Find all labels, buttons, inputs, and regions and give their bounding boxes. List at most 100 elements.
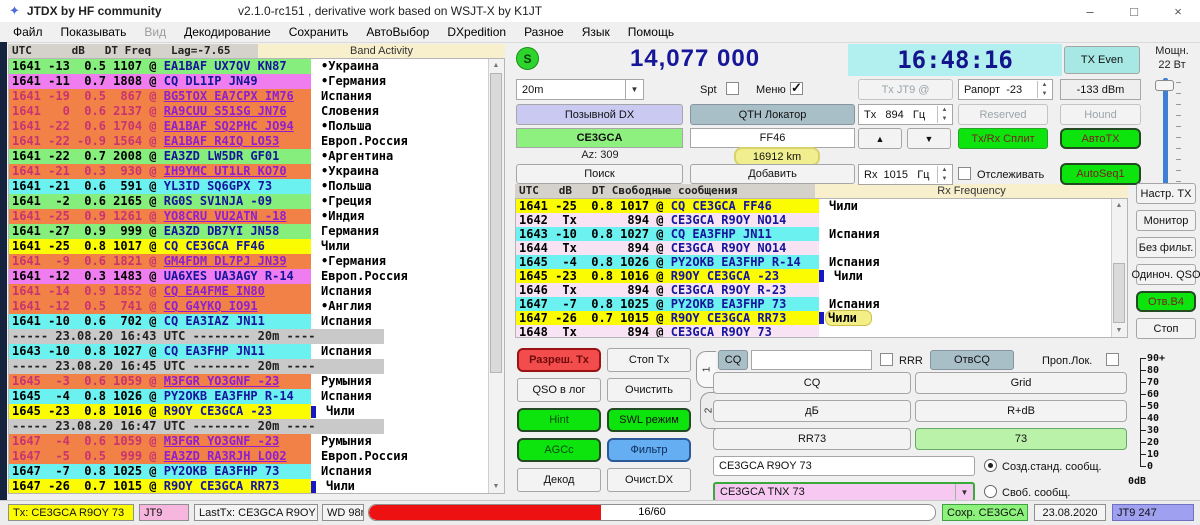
decode-message[interactable]: 1641 -25 0.8 1017 @ CQ CE3GCA FF46 bbox=[9, 239, 311, 254]
autoseq-button[interactable]: AutoSeq1 bbox=[1060, 163, 1141, 185]
freq-up-button[interactable]: ▲ bbox=[858, 128, 902, 149]
scroll-thumb[interactable] bbox=[1113, 263, 1125, 323]
tune-tx-button[interactable]: Настр. TX bbox=[1136, 183, 1196, 204]
decode-button[interactable]: Декод bbox=[517, 468, 601, 492]
decode-row[interactable]: 1641 -21 0.6 591 @ YL3ID SQ6GPX 73 •Польш… bbox=[9, 179, 504, 194]
message-db-button[interactable]: дБ bbox=[713, 400, 911, 422]
spinner-arrows-icon[interactable]: ▲ ▼ bbox=[937, 166, 951, 183]
rx-frequency-spinner[interactable]: Rx 1015 Гц ▲ ▼ bbox=[858, 164, 953, 185]
decode-row[interactable]: 1646 Tx 894 @ CE3GCA R9OY R-23 bbox=[516, 283, 1127, 297]
decode-message[interactable]: 1641 -21 0.6 591 @ YL3ID SQ6GPX 73 bbox=[9, 179, 311, 194]
decode-row[interactable]: 1641 -12 0.3 1483 @ UA6XES UA3AGY R-14 Ев… bbox=[9, 269, 504, 284]
menu-checkbox[interactable] bbox=[790, 80, 803, 96]
decode-message[interactable]: 1641 -21 0.3 930 @ IH9YMC UT1LR KO70 bbox=[9, 164, 311, 179]
add-button[interactable]: Добавить bbox=[690, 164, 855, 184]
hint-button[interactable]: Hint bbox=[517, 408, 601, 432]
decode-row[interactable]: 1641 -22 0.6 1704 @ EA1BAF SQ2PHC JO94 •П… bbox=[9, 119, 504, 134]
stop-button[interactable]: Стоп bbox=[1136, 318, 1196, 339]
rrr-checkbox[interactable] bbox=[880, 353, 893, 366]
single-qso-button[interactable]: Одиноч. QSO bbox=[1131, 264, 1200, 285]
no-filter-button[interactable]: Без фильт. bbox=[1136, 237, 1196, 258]
decode-row[interactable]: 1641 -25 0.9 1261 @ YO8CRU VU2ATN -18 •Ин… bbox=[9, 209, 504, 224]
close-button[interactable]: × bbox=[1174, 3, 1182, 19]
decode-row[interactable]: 1643 -10 0.8 1027 @ CQ EA3FHP JN11 Испани… bbox=[9, 344, 504, 359]
decode-message[interactable]: 1641 -22 0.6 1704 @ EA1BAF SQ2PHC JO94 bbox=[9, 119, 311, 134]
decode-message[interactable]: 1641 -12 0.5 741 @ CQ G4YKQ IO91 bbox=[9, 299, 311, 314]
decode-message[interactable]: 1641 -25 0.8 1017 @ CQ CE3GCA FF46 bbox=[516, 199, 819, 213]
decode-message[interactable]: 1646 Tx 894 @ CE3GCA R9OY R-23 bbox=[516, 283, 819, 297]
scroll-thumb[interactable] bbox=[490, 73, 502, 373]
decode-row[interactable]: 1645 -4 0.8 1026 @ PY2OKB EA3FHP R-14 Исп… bbox=[9, 389, 504, 404]
decode-message[interactable]: 1648 Tx 894 @ CE3GCA R9OY 73 bbox=[516, 325, 819, 337]
decode-message[interactable]: 1647 -7 0.8 1025 @ PY2OKB EA3FHP 73 bbox=[9, 464, 311, 479]
rx-frequency-scrollbar[interactable]: ▲ ▼ bbox=[1111, 199, 1127, 337]
decode-message[interactable]: 1641 -27 0.9 999 @ EA3ZD DB7YI JN58 bbox=[9, 224, 311, 239]
decode-row[interactable]: 1641 -19 0.5 867 @ BG5TOX EA7CPX IM76 Исп… bbox=[9, 89, 504, 104]
free-message-combo[interactable]: CE3GCA TNX 73 ▼ bbox=[713, 482, 975, 502]
spot-indicator-button[interactable]: S bbox=[516, 47, 539, 70]
decode-message[interactable]: 1643 -10 0.8 1027 @ CQ EA3FHP JN11 bbox=[516, 227, 819, 241]
decode-row[interactable]: 1645 -23 0.8 1016 @ R9OY CE3GCA -23 Чили bbox=[516, 269, 1127, 283]
decode-message[interactable]: 1641 -22 -0.9 1564 @ EA1BAF R4IQ LO53 bbox=[9, 134, 311, 149]
spinner-arrows-icon[interactable]: ▲ ▼ bbox=[1037, 81, 1051, 98]
power-slider-handle[interactable] bbox=[1155, 80, 1174, 91]
spinner-arrows-icon[interactable]: ▲ ▼ bbox=[937, 106, 951, 123]
decode-row[interactable]: ----- 23.08.20 16:43 UTC -------- 20m --… bbox=[9, 329, 504, 344]
minimize-button[interactable]: – bbox=[1086, 3, 1094, 19]
agcc-button[interactable]: AGCc bbox=[517, 438, 601, 462]
decode-row[interactable]: 1641 -11 0.7 1808 @ CQ DL1IP JN49 •Герман… bbox=[9, 74, 504, 89]
decode-message[interactable]: 1641 -2 0.6 2165 @ RG0S SV1NJA -09 bbox=[9, 194, 311, 209]
decode-row[interactable]: 1642 Tx 894 @ CE3GCA R9OY NO14 bbox=[516, 213, 1127, 227]
decode-row[interactable]: 1641 -12 0.5 741 @ CQ G4YKQ IO91 •Англия bbox=[9, 299, 504, 314]
decode-row[interactable]: 1641 -25 0.8 1017 @ CQ CE3GCA FF46 Чили bbox=[516, 199, 1127, 213]
decode-message[interactable]: 1645 -3 0.6 1059 @ M3FGR YO3GNF -23 bbox=[9, 374, 311, 389]
decode-row[interactable]: 1647 -26 0.7 1015 @ R9OY CE3GCA RR73 Чили bbox=[9, 479, 504, 493]
dx-call-field[interactable]: CE3GCA bbox=[516, 128, 683, 148]
tx-frequency-spinner[interactable]: Tx 894 Гц ▲ ▼ bbox=[858, 104, 953, 125]
answer-b4-button[interactable]: Отв.B4 bbox=[1136, 291, 1196, 312]
menu-item[interactable]: Показывать bbox=[60, 25, 127, 39]
swl-mode-button[interactable]: SWL режим bbox=[607, 408, 691, 432]
decode-message[interactable]: 1641 0 0.6 2137 @ RA9CUU S51SG JN76 bbox=[9, 104, 311, 119]
message-tab-1[interactable]: 1 bbox=[696, 351, 716, 388]
freq-down-button[interactable]: ▼ bbox=[907, 128, 951, 149]
menu-item[interactable]: Файл bbox=[13, 25, 43, 39]
band-select[interactable]: 20m ▼ bbox=[516, 79, 644, 100]
standard-message-radio[interactable] bbox=[984, 459, 997, 472]
decode-row[interactable]: 1647 -5 0.5 999 @ EA3ZD RA3RJH LO02 Европ… bbox=[9, 449, 504, 464]
decode-message[interactable]: 1641 -25 0.9 1261 @ YO8CRU VU2ATN -18 bbox=[9, 209, 311, 224]
message-tab-2[interactable]: 2 bbox=[700, 392, 716, 429]
decode-message[interactable]: 1641 -10 0.6 702 @ CQ EA3IAZ JN11 bbox=[9, 314, 311, 329]
track-checkbox[interactable] bbox=[958, 167, 971, 180]
menu-item[interactable]: Помощь bbox=[627, 25, 675, 39]
decode-message[interactable]: 1641 -14 0.9 1852 @ CQ EA4FME IN80 bbox=[9, 284, 311, 299]
decode-row[interactable]: 1641 0 0.6 2137 @ RA9CUU S51SG JN76 Слове… bbox=[9, 104, 504, 119]
message-cq-button[interactable]: CQ bbox=[713, 372, 911, 394]
free-message-radio[interactable] bbox=[984, 485, 997, 498]
decode-row[interactable]: 1641 -21 0.3 930 @ IH9YMC UT1LR KO70 •Укр… bbox=[9, 164, 504, 179]
decode-message[interactable]: 1647 -26 0.7 1015 @ R9OY CE3GCA RR73 bbox=[9, 479, 311, 493]
decode-message[interactable]: 1644 Tx 894 @ CE3GCA R9OY NO14 bbox=[516, 241, 819, 255]
decode-row[interactable]: 1647 -4 0.6 1059 @ M3FGR YO3GNF -23 Румын… bbox=[9, 434, 504, 449]
scroll-up-icon[interactable]: ▲ bbox=[1115, 202, 1123, 209]
decode-row[interactable]: ----- 23.08.20 16:45 UTC -------- 20m --… bbox=[9, 359, 504, 374]
chevron-down-icon[interactable]: ▼ bbox=[625, 80, 643, 99]
cq-modifier-input[interactable] bbox=[751, 350, 872, 370]
decode-row[interactable]: 1647 -26 0.7 1015 @ R9OY CE3GCA RR73 Чили bbox=[516, 310, 1127, 326]
decode-row[interactable]: 1648 Tx 894 @ CE3GCA R9OY 73 bbox=[516, 325, 1127, 337]
decode-row[interactable]: ----- 23.08.20 16:47 UTC -------- 20m --… bbox=[9, 419, 504, 434]
menu-item[interactable]: DXpedition bbox=[447, 25, 507, 39]
decode-row[interactable]: 1641 -27 0.9 999 @ EA3ZD DB7YI JN58 Герма… bbox=[9, 224, 504, 239]
decode-row[interactable]: 1641 -25 0.8 1017 @ CQ CE3GCA FF46 Чили bbox=[9, 239, 504, 254]
decode-row[interactable]: 1647 -7 0.8 1025 @ PY2OKB EA3FHP 73 Испан… bbox=[516, 297, 1127, 311]
spt-checkbox[interactable] bbox=[726, 82, 739, 95]
decode-row[interactable]: 1641 -9 0.6 1821 @ GM4FDM DL7PJ JN39 •Гер… bbox=[9, 254, 504, 269]
decode-message[interactable]: 1647 -5 0.5 999 @ EA3ZD RA3RJH LO02 bbox=[9, 449, 311, 464]
tx-even-button[interactable]: TX Even bbox=[1064, 46, 1140, 74]
decode-message[interactable]: 1641 -12 0.3 1483 @ UA6XES UA3AGY R-14 bbox=[9, 269, 311, 284]
decode-message[interactable]: 1645 -4 0.8 1026 @ PY2OKB EA3FHP R-14 bbox=[516, 255, 819, 269]
message-73-button[interactable]: 73 bbox=[915, 428, 1127, 450]
decode-row[interactable]: 1641 -14 0.9 1852 @ CQ EA4FME IN80 Испани… bbox=[9, 284, 504, 299]
decode-row[interactable]: 1641 -2 0.6 2165 @ RG0S SV1NJA -09 •Греци… bbox=[9, 194, 504, 209]
dx-grid-field[interactable]: FF46 bbox=[690, 128, 855, 148]
